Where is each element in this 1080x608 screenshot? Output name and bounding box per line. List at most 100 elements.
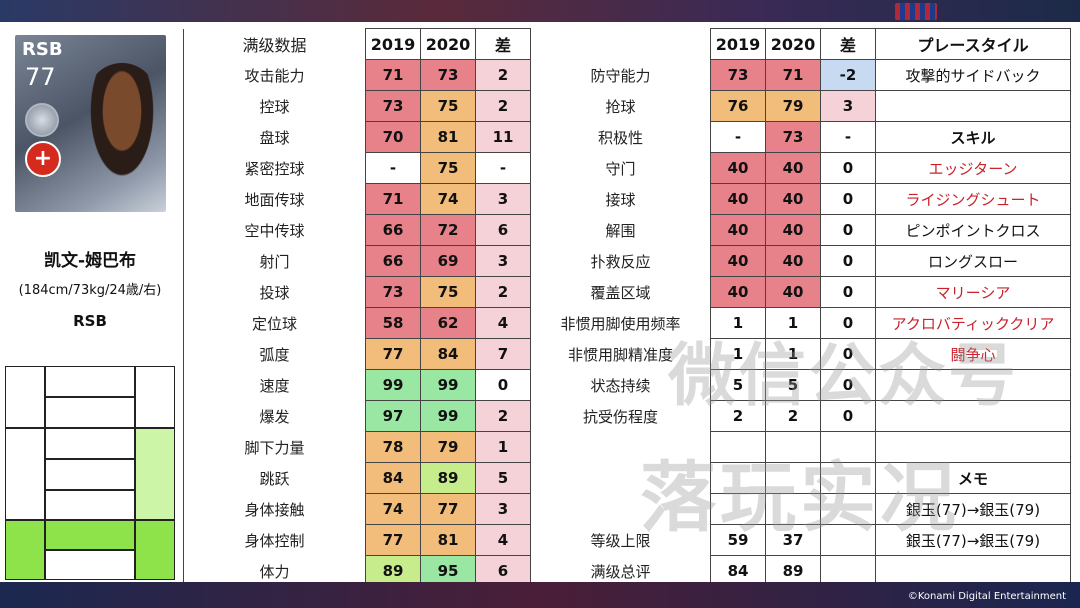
header-diff: 差	[475, 28, 531, 60]
stat-diff-right: -2	[820, 59, 876, 91]
side-cell: マリーシア	[875, 276, 1071, 308]
header-2019: 2019	[365, 28, 421, 60]
stat-diff: 4	[475, 524, 531, 556]
stat-2019-right: 40	[710, 245, 766, 277]
stat-2019-right	[710, 431, 766, 463]
stat-label: 速度	[183, 369, 366, 401]
stat-2019-right: -	[710, 121, 766, 153]
stat-2019: 97	[365, 400, 421, 432]
stat-label-right: 扑救反应	[530, 245, 711, 277]
grid-cell	[45, 428, 135, 459]
stat-2019-right: 5	[710, 369, 766, 401]
stat-2019: 70	[365, 121, 421, 153]
side-cell: 攻撃的サイドバック	[875, 59, 1071, 91]
stat-2020: 69	[420, 245, 476, 277]
stat-2020: 74	[420, 183, 476, 215]
stat-diff: 2	[475, 400, 531, 432]
stat-diff: 6	[475, 555, 531, 587]
stats-table: 满级数据 2019 2020 差 2019 2020 差プレースタイル 攻击能力 71 73 2 防守…	[183, 28, 1071, 587]
stat-diff-right	[820, 431, 876, 463]
stat-diff-right	[820, 462, 876, 494]
header-2020: 2020	[420, 28, 476, 60]
stat-diff-right	[820, 555, 876, 587]
stat-diff-right: 0	[820, 338, 876, 370]
stat-2020: 84	[420, 338, 476, 370]
stat-2019: 77	[365, 338, 421, 370]
stat-diff: 7	[475, 338, 531, 370]
header-2019-right: 2019	[710, 28, 766, 60]
table-row: 定位球 58 62 4 非惯用脚使用频率 1 1 0 アクロバティッククリア	[183, 307, 1071, 339]
table-row: 射门 66 69 3 扑救反应 40 40 0 ロングスロー	[183, 245, 1071, 277]
grid-cell	[45, 397, 135, 428]
stat-2020: 62	[420, 307, 476, 339]
table-row: 盘球 70 81 11 积极性 -73- スキル	[183, 121, 1071, 153]
stat-diff-right	[820, 493, 876, 525]
stat-diff-right	[820, 524, 876, 556]
side-cell: 闘争心	[875, 338, 1071, 370]
stat-2020: 81	[420, 121, 476, 153]
table-row: 攻击能力 71 73 2 防守能力 73 71 -2 攻撃的サイドバック	[183, 59, 1071, 91]
header-left-title: 满级数据	[183, 28, 366, 60]
grid-cell	[45, 366, 135, 397]
stat-diff-right: 0	[820, 152, 876, 184]
card-position: RSB	[22, 39, 63, 60]
stat-label-right: 覆盖区域	[530, 276, 711, 308]
stat-2020-right: 1	[765, 338, 821, 370]
stat-label: 弧度	[183, 338, 366, 370]
table-row: 弧度 77 84 7 非惯用脚精准度 1 1 0 闘争心	[183, 338, 1071, 370]
side-cell: ロングスロー	[875, 245, 1071, 277]
stat-2019-right: 40	[710, 183, 766, 215]
side-cell	[875, 369, 1071, 401]
stat-2020-right: 89	[765, 555, 821, 587]
stat-2020-right: 79	[765, 90, 821, 122]
stat-label: 身体控制	[183, 524, 366, 556]
stat-2019: 84	[365, 462, 421, 494]
stat-label: 定位球	[183, 307, 366, 339]
side-cell: ピンポイントクロス	[875, 214, 1071, 246]
grid-cell	[45, 459, 135, 490]
stat-2020-right: 40	[765, 214, 821, 246]
stat-2019-right: 76	[710, 90, 766, 122]
position-grid	[5, 366, 175, 580]
stat-2020: 99	[420, 369, 476, 401]
stat-label: 体力	[183, 555, 366, 587]
stat-2020-right	[765, 493, 821, 525]
stat-2020: 77	[420, 493, 476, 525]
stat-2020: 75	[420, 152, 476, 184]
side-cell: エッジターン	[875, 152, 1071, 184]
stat-diff-right: 0	[820, 400, 876, 432]
player-info: (184cm/73kg/24歳/右)	[18, 283, 162, 298]
stat-2019: 73	[365, 276, 421, 308]
stat-2019: 66	[365, 245, 421, 277]
header-spacer	[530, 28, 711, 60]
stat-label-right	[530, 462, 711, 494]
side-cell: 銀玉(77)→銀玉(79)	[875, 493, 1071, 525]
header-playstyle: プレースタイル	[875, 28, 1071, 60]
stat-label: 投球	[183, 276, 366, 308]
stat-2020: 73	[420, 59, 476, 91]
stat-label-right: 等级上限	[530, 524, 711, 556]
swiss-flag-icon: +	[25, 141, 61, 177]
grid-cell-cb	[45, 520, 135, 550]
stat-2020-right: 2	[765, 400, 821, 432]
stat-2020-right: 40	[765, 152, 821, 184]
stat-2019: 77	[365, 524, 421, 556]
stat-2019: 74	[365, 493, 421, 525]
stat-2019-right: 40	[710, 152, 766, 184]
table-row: 投球 73 75 2 覆盖区域 40 40 0 マリーシア	[183, 276, 1071, 308]
side-cell: アクロバティッククリア	[875, 307, 1071, 339]
stat-label-right: 非惯用脚使用频率	[530, 307, 711, 339]
stat-2019-right: 40	[710, 214, 766, 246]
stat-2020-right: 5	[765, 369, 821, 401]
grid-cell	[5, 428, 45, 520]
stat-label-right: 守门	[530, 152, 711, 184]
stat-diff-right: 0	[820, 307, 876, 339]
stat-label: 盘球	[183, 121, 366, 153]
stat-diff-right: -	[820, 121, 876, 153]
stat-2020-right	[765, 431, 821, 463]
stat-diff-right: 0	[820, 369, 876, 401]
stat-diff: 6	[475, 214, 531, 246]
copyright: ©Konami Digital Entertainment	[907, 591, 1066, 602]
stat-diff: 3	[475, 183, 531, 215]
stat-2019: 73	[365, 90, 421, 122]
